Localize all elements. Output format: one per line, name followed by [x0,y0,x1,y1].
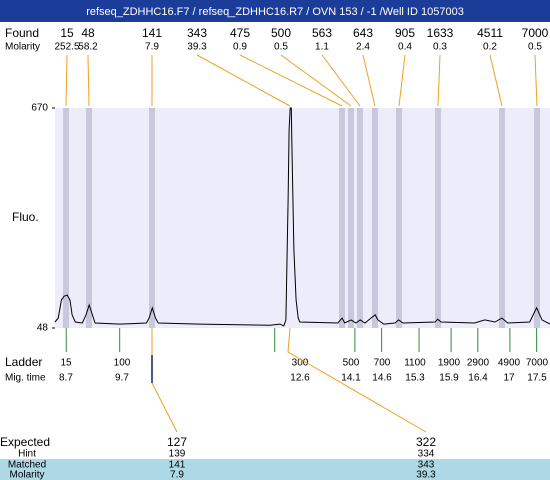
ladder-size: 300 [292,358,309,369]
found-molarity: 7.9 [145,42,159,53]
molarity-label: Molarity [9,470,44,480]
ladder-size: 1900 [438,358,461,369]
found-size: 4511 [477,26,503,40]
ladder-size: 7000 [526,358,549,369]
peak-band [534,108,540,328]
peak-band [86,108,92,328]
peak-band [339,108,345,328]
found-size: 48 [81,26,95,40]
peak-band [396,108,402,328]
peak-connector [362,54,376,107]
peak-band [149,108,155,328]
matched-label: Matched [8,460,46,471]
matched-molarity: 39.3 [416,470,436,480]
peak-band [357,108,363,328]
ladder-mig-time: 15.3 [405,373,425,384]
title: refseq_ZDHHC16.F7 / refseq_ZDHHC16.R7 / … [86,6,464,18]
peak-band [63,108,69,328]
peak-connector [534,54,538,107]
peak-connector [239,54,343,107]
peak-connector [398,54,406,107]
ladder-mig-time: 14.6 [372,373,392,384]
peak-connector [65,54,68,107]
trace [54,107,550,327]
matched-band [0,459,550,480]
matched-size: 343 [418,460,435,471]
ladder-size: 100 [114,358,131,369]
found-size: 1633 [427,26,454,40]
title-bar [0,0,550,22]
hint-size: 334 [418,449,435,460]
peak-band [348,108,354,328]
y-tick-label: 48 [37,323,49,334]
found-molarity: 0.4 [398,42,412,53]
found-size: 643 [353,26,373,40]
ladder-mig-time: 12.6 [290,373,310,384]
ladder-size: 500 [343,358,360,369]
ladder-mig-time: 14.1 [341,373,361,384]
mig-time-label: Mig. time [5,373,46,384]
peak-connector [321,54,361,107]
matched-size: 141 [169,460,186,471]
found-size: 475 [230,26,250,40]
found-molarity: 0.3 [433,42,447,53]
hint-size: 139 [169,449,186,460]
found-molarity: 0.2 [483,42,497,53]
matched-molarity: 7.9 [170,470,184,480]
found-molarity: 1.1 [315,42,329,53]
ladder-size: 700 [374,358,391,369]
peak-connector [196,54,291,107]
peak-band [499,108,505,328]
peak-band [372,108,378,328]
found-molarity: 2.4 [356,42,370,53]
peak-connector [280,54,352,107]
found-size: 343 [187,26,207,40]
peak-connector [437,54,441,107]
ladder-size: 4900 [498,358,521,369]
peak-connector [87,54,90,107]
expected-size: 127 [167,435,187,449]
ladder-mig-time: 16.4 [468,373,488,384]
found-size: 905 [395,26,415,40]
found-size: 7000 [522,26,549,40]
found-size: 500 [271,26,291,40]
ladder-label: Ladder [5,355,42,369]
found-molarity: 58.2 [78,42,98,53]
hint-label: Hint [18,449,36,460]
ladder-mig-time: 9.7 [115,373,129,384]
found-molarity: 0.5 [274,42,288,53]
expected-connector [287,327,427,433]
expected-size: 322 [416,435,436,449]
peak-band [435,108,441,328]
found-molarity: 252.5 [54,42,79,53]
found-size: 141 [142,26,162,40]
ladder-size: 2900 [467,358,490,369]
expected-connector [151,328,178,433]
ladder-size: 1100 [404,358,426,369]
molarity-label: Molarity [5,42,40,53]
y-axis-label: Fluo. [12,210,39,224]
found-size: 15 [60,26,74,40]
peak-connector [489,54,503,107]
ladder-mig-time: 17.5 [527,373,547,384]
y-tick-label: 670 [31,103,48,114]
found-label: Found [5,26,39,40]
found-molarity: 39.3 [187,42,207,53]
ladder-mig-time: 15.9 [439,373,459,384]
ladder-mig-time: 17 [503,373,515,384]
found-size: 563 [312,26,332,40]
expected-label: Expected [0,435,50,449]
plot-area [55,108,550,328]
ladder-mig-time: 8.7 [59,373,73,384]
ladder-size: 15 [60,358,72,369]
found-molarity: 0.9 [233,42,247,53]
found-molarity: 0.5 [528,42,542,53]
